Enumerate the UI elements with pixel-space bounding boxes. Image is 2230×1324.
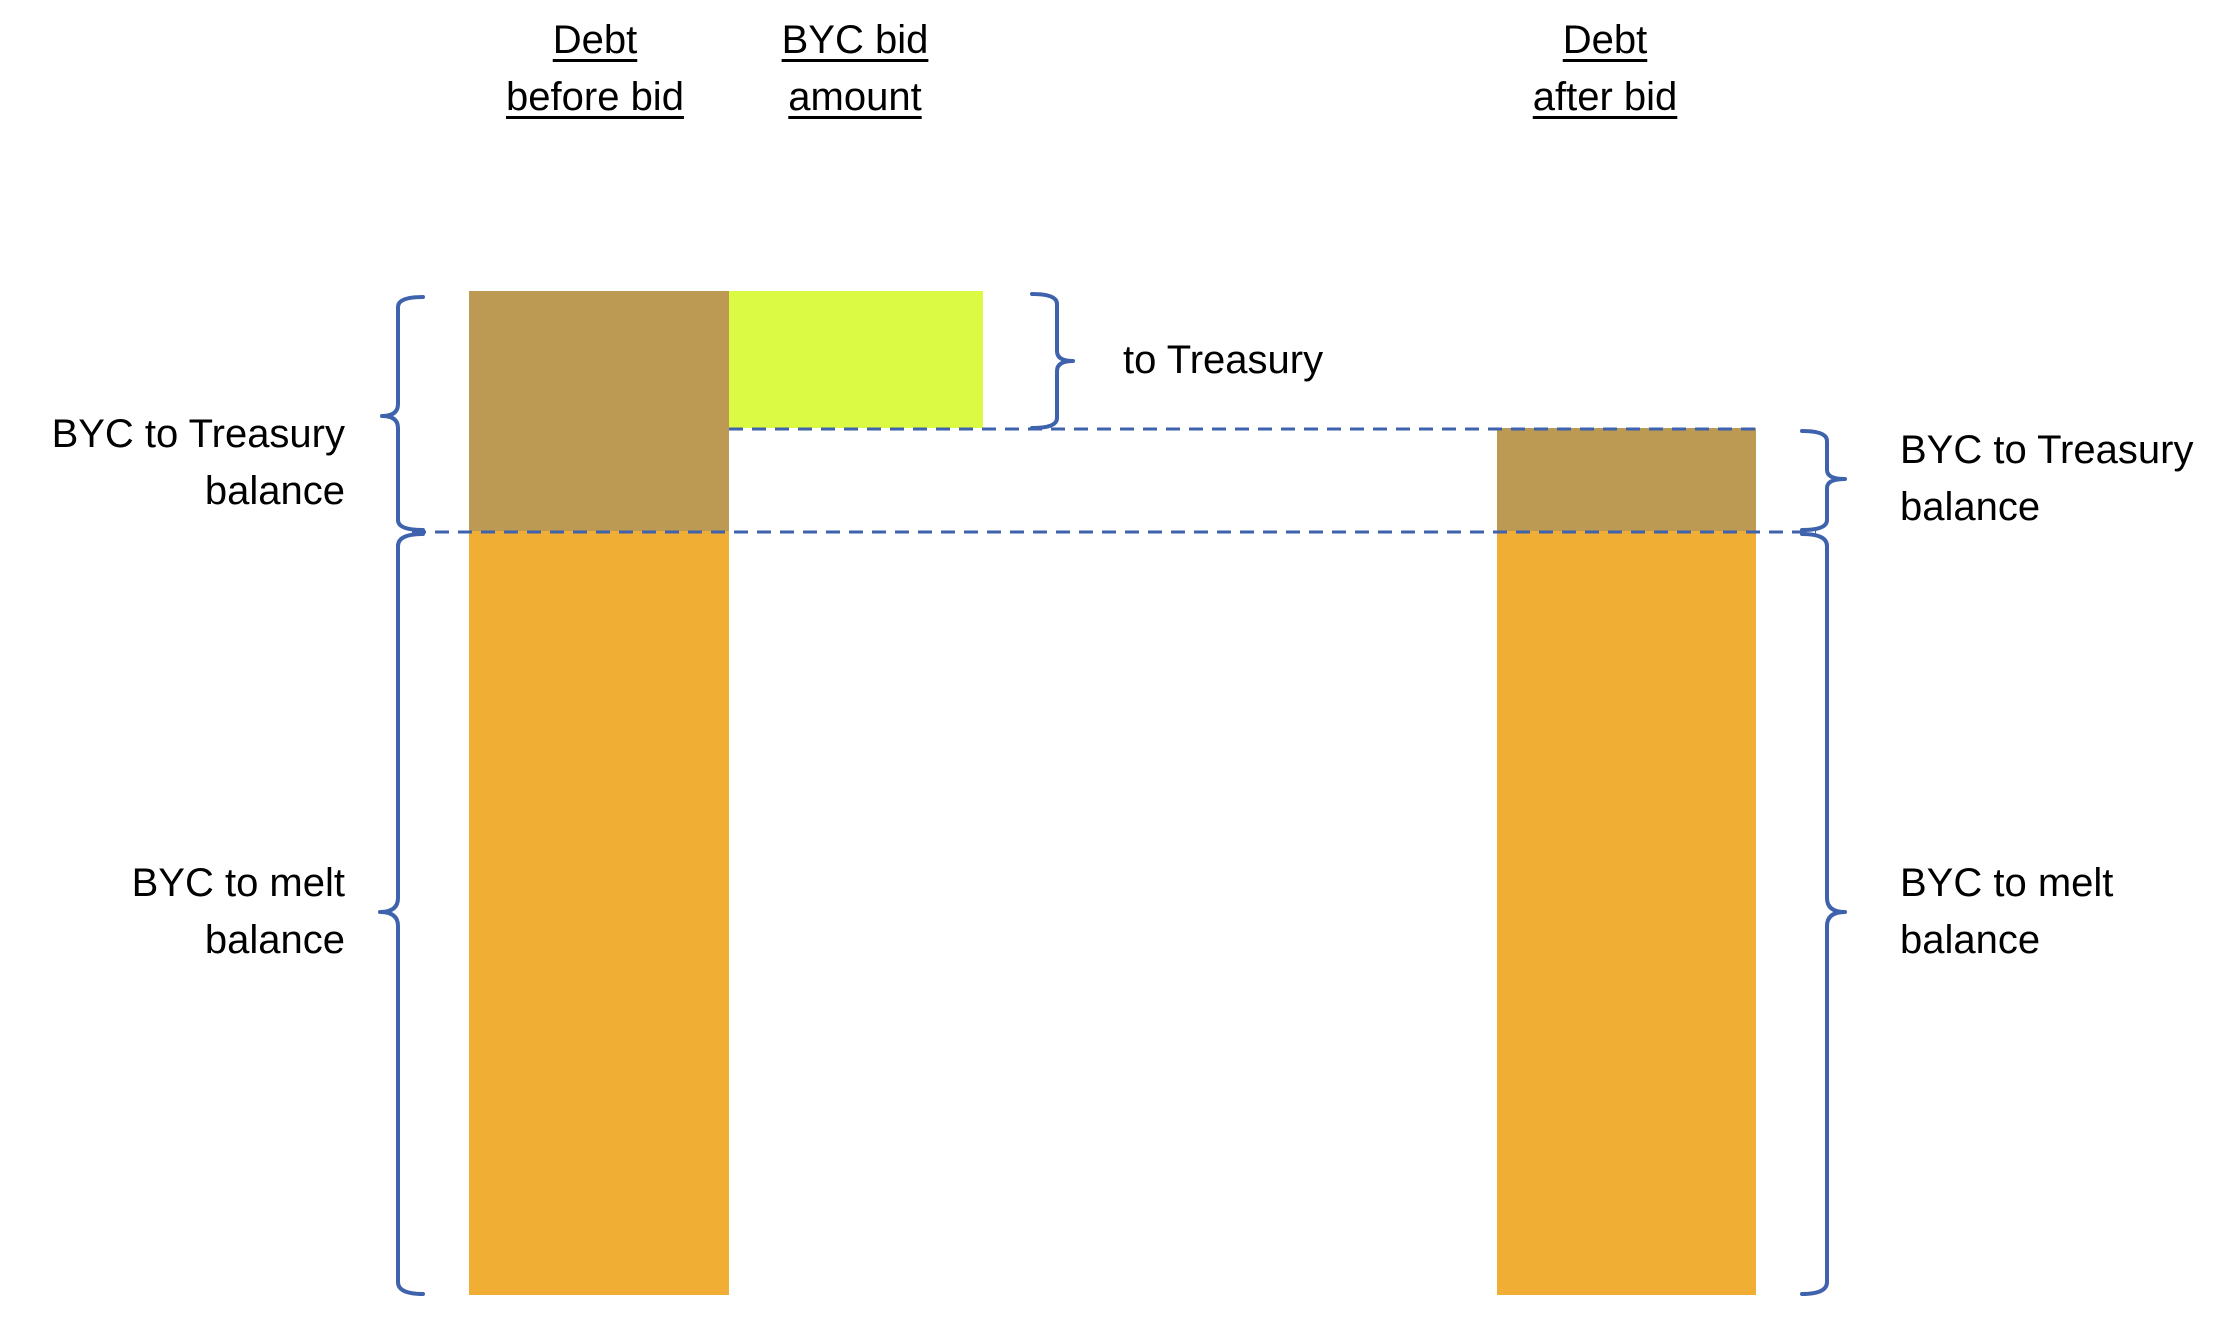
- header-line: after bid: [1532, 75, 1678, 119]
- label-line: BYC to melt: [131, 861, 345, 905]
- label-to-treasury: to Treasury: [1123, 332, 1423, 389]
- label-left-melt-balance: BYC to melt balance: [20, 855, 345, 969]
- label-line: BYC to Treasury: [1900, 428, 2194, 472]
- left-melt-brace: [378, 532, 425, 1296]
- header-line: amount: [788, 75, 922, 119]
- label-line: BYC to Treasury: [51, 412, 345, 456]
- bar-byc-bid-amount: [729, 291, 983, 428]
- bar-before-melt-balance: [469, 531, 729, 1295]
- label-line: to Treasury: [1123, 338, 1324, 382]
- right-treasury-brace: [1800, 429, 1847, 532]
- header-byc-bid-amount: BYC bid amount: [730, 12, 980, 126]
- bar-after-treasury-balance: [1497, 428, 1756, 531]
- to-treasury-brace: [1030, 292, 1075, 430]
- header-debt-before-bid: Debt before bid: [470, 12, 720, 126]
- label-line: BYC to melt: [1900, 861, 2114, 905]
- label-line: balance: [1900, 485, 2041, 529]
- bar-after-melt-balance: [1497, 531, 1756, 1295]
- bar-before-treasury-balance: [469, 291, 729, 531]
- header-line: before bid: [506, 75, 684, 119]
- label-line: balance: [1900, 918, 2041, 962]
- left-treasury-brace: [380, 295, 425, 532]
- label-line: balance: [204, 469, 345, 513]
- header-line: BYC bid: [781, 18, 929, 62]
- header-line: Debt: [552, 18, 638, 62]
- header-line: Debt: [1562, 18, 1648, 62]
- label-line: balance: [204, 918, 345, 962]
- right-melt-brace: [1800, 532, 1847, 1296]
- label-right-treasury-balance: BYC to Treasury balance: [1900, 422, 2225, 536]
- header-debt-after-bid: Debt after bid: [1480, 12, 1730, 126]
- label-left-treasury-balance: BYC to Treasury balance: [20, 406, 345, 520]
- label-right-melt-balance: BYC to melt balance: [1900, 855, 2225, 969]
